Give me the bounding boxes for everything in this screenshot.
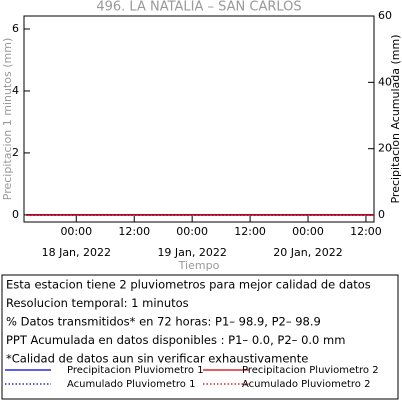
legend-label: Precipitacion Pluviometro 1 xyxy=(67,365,204,376)
y2-axis-title: Precipitacion Acumulada (mm) xyxy=(389,34,402,203)
date-label: 19 Jan, 2022 xyxy=(157,246,226,259)
y-tick-label: 0 xyxy=(12,208,19,221)
info-line: *Calidad de datos aun sin verificar exha… xyxy=(6,352,308,366)
y-tick-label: 6 xyxy=(12,22,19,35)
legend-label: Precipitacion Pluviometro 2 xyxy=(242,365,379,376)
y2-tick-label: 0 xyxy=(378,208,385,221)
info-box xyxy=(1,274,399,400)
info-line: PPT Acumulada en datos disponibles : P1–… xyxy=(6,333,345,347)
x-tick-label: 00:00 xyxy=(176,225,208,238)
y2-tick-label: 60 xyxy=(378,9,392,22)
plot-frame xyxy=(23,15,375,223)
x-tick-label: 00:00 xyxy=(60,225,92,238)
info-line: Esta estacion tiene 2 pluviometros para … xyxy=(6,278,371,292)
info-line: Resolucion temporal: 1 minutos xyxy=(6,296,189,310)
chart-title: 496. LA NATALIA – SAN CARLOS xyxy=(96,0,301,15)
legend-label: Acumulado Pluviometro 2 xyxy=(242,379,370,390)
x-tick-label: 12:00 xyxy=(118,225,150,238)
y2-tick-label: 40 xyxy=(378,75,392,88)
x-axis-title: Tiempo xyxy=(178,259,220,272)
x-tick-label: 00:00 xyxy=(292,225,324,238)
info-line: % Datos transmitidos* en 72 horas: P1– 9… xyxy=(6,315,321,329)
x-tick-label: 12:00 xyxy=(350,225,382,238)
legend-label: Acumulado Pluviometro 1 xyxy=(67,379,195,390)
date-label: 18 Jan, 2022 xyxy=(42,246,111,259)
y-tick-label: 2 xyxy=(12,146,19,159)
date-label: 20 Jan, 2022 xyxy=(273,246,342,259)
y2-tick-label: 20 xyxy=(378,142,392,155)
x-tick-label: 12:00 xyxy=(234,225,266,238)
y-axis-title: Precipitacion 1 minutos (mm) xyxy=(1,38,14,200)
y-tick-label: 4 xyxy=(12,84,19,97)
